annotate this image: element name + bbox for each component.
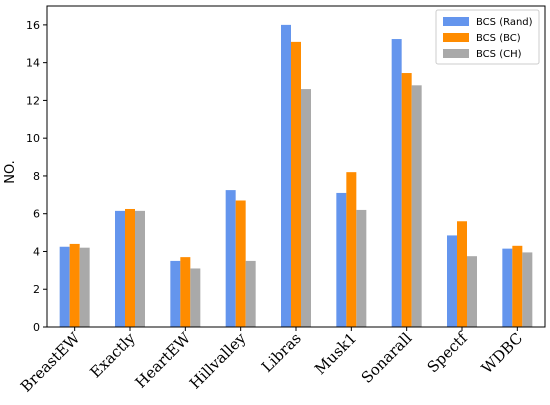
y-tick-label: 14 — [26, 57, 40, 70]
legend-swatch-series-1 — [443, 17, 469, 26]
x-tick-label-wdbc: WDBC — [478, 329, 526, 377]
bar-libras-series-1 — [281, 24, 291, 327]
x-tick-label-hillvalley: Hillvalley — [186, 329, 250, 393]
bar-hillvalley-series-3 — [245, 260, 256, 327]
bar-musk1-series-2 — [346, 172, 357, 327]
legend-label-series-1: BCS (Rand) — [476, 17, 533, 28]
x-tick-label-musk1: Musk1 — [311, 329, 360, 378]
y-tick-label: 8 — [33, 170, 40, 183]
y-tick-label: 4 — [33, 245, 40, 258]
bar-musk1-series-3 — [356, 209, 367, 327]
y-axis-ticks: 0 2 4 6 8 10 12 14 16 — [26, 19, 47, 334]
legend: BCS (Rand) BCS (BC) BCS (CH) — [435, 9, 540, 65]
bar-heartew-series-2 — [180, 257, 191, 327]
bar-wdbc-series-1 — [502, 248, 513, 327]
y-tick-label: 0 — [33, 321, 40, 334]
bar-libras-series-2 — [291, 41, 301, 328]
bar-exactly-series-3 — [135, 210, 145, 327]
legend-label-series-3: BCS (CH) — [476, 49, 522, 60]
bar-spectf-series-1 — [447, 235, 457, 327]
bar-sonarall-series-2 — [401, 73, 412, 328]
bar-sonarall-series-1 — [391, 39, 402, 327]
legend-swatch-series-3 — [443, 49, 469, 58]
x-tick-label-exactly: Exactly — [86, 329, 139, 382]
bar-wdbc-series-3 — [522, 252, 533, 327]
bar-sonarall-series-3 — [411, 85, 422, 328]
y-tick-label: 6 — [33, 208, 40, 221]
y-tick-label: 10 — [26, 132, 40, 145]
bar-spectf-series-3 — [467, 256, 477, 327]
bar-breastew-series-2 — [69, 243, 80, 327]
y-tick-label: 16 — [26, 19, 40, 32]
bar-breastew-series-3 — [79, 247, 90, 327]
bar-exactly-series-2 — [125, 208, 135, 327]
x-tick-label-libras: Libras — [258, 329, 305, 376]
bar-spectf-series-2 — [457, 221, 467, 327]
legend-swatch-series-2 — [443, 33, 469, 42]
y-axis-title: NO. — [3, 160, 18, 184]
legend-label-series-2: BCS (BC) — [476, 33, 521, 44]
plot-frame — [46, 5, 546, 328]
bar-hillvalley-series-2 — [235, 200, 246, 327]
y-tick-label: 12 — [26, 94, 40, 107]
bar-hillvalley-series-1 — [225, 190, 236, 327]
bars-group — [59, 24, 533, 328]
x-tick-label-spectf: Spectf — [424, 328, 472, 376]
x-tick-label-sonarall: Sonarall — [358, 329, 416, 387]
bar-wdbc-series-2 — [512, 245, 523, 327]
bar-exactly-series-1 — [115, 210, 125, 327]
x-tick-label-breastew: BreastEW — [17, 329, 84, 396]
bar-musk1-series-1 — [336, 192, 347, 327]
x-tick-label-heartew: HeartEW — [132, 329, 195, 392]
bar-breastew-series-1 — [59, 246, 70, 327]
bar-heartew-series-3 — [190, 268, 201, 327]
bar-heartew-series-1 — [170, 260, 181, 327]
bar-libras-series-3 — [301, 89, 311, 327]
y-tick-label: 2 — [33, 283, 40, 296]
